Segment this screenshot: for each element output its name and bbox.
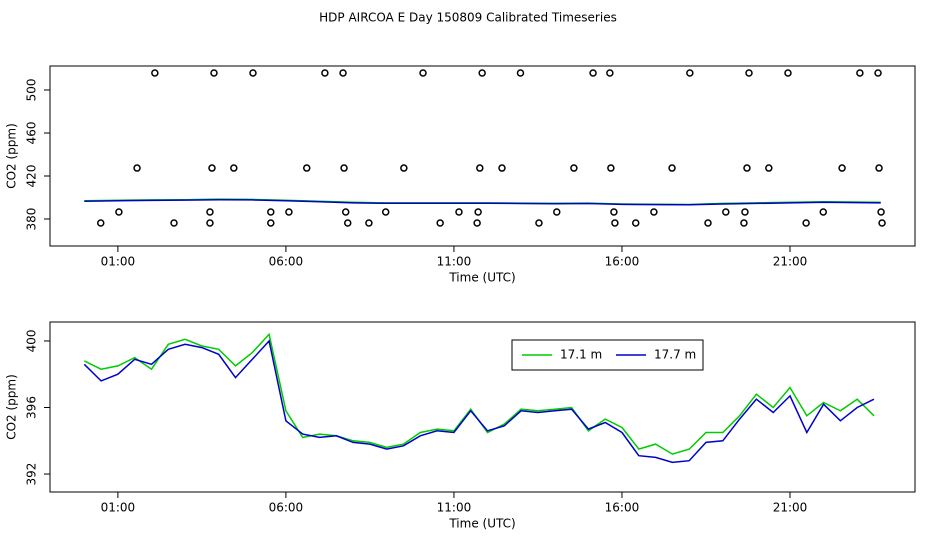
calibration-point (474, 208, 482, 216)
calibration-point (473, 219, 481, 227)
x-tick-label: 11:00 (437, 255, 472, 269)
calibration-point (650, 208, 658, 216)
calibration-point (745, 69, 753, 77)
calibration-point (208, 164, 216, 172)
calibration-point (321, 69, 329, 77)
plot-box (49, 65, 916, 247)
calibration-point (249, 69, 257, 77)
y-tick-label: 460 (25, 122, 39, 145)
y-tick-label: 380 (25, 208, 39, 231)
calibration-point (133, 164, 141, 172)
x-tick-label: 11:00 (437, 501, 472, 515)
calibration-point (400, 164, 408, 172)
line-series (83, 332, 875, 455)
x-tick-label: 01:00 (101, 255, 136, 269)
calibration-point (740, 219, 748, 227)
legend-box (511, 339, 704, 371)
calibration-point (381, 208, 390, 216)
calibration-point (206, 219, 214, 227)
y-tick-label: 392 (25, 463, 39, 486)
y-axis-label: CO2 (ppm) (5, 123, 19, 189)
calibration-point (210, 69, 218, 77)
x-axis-label: Time (UTC) (448, 271, 515, 285)
calibration-point (341, 208, 350, 216)
line-series (83, 339, 875, 464)
calibration-point (606, 69, 614, 77)
calibration-point (784, 69, 792, 77)
legend-label: 17.1 m (560, 348, 602, 362)
calibration-point (476, 164, 484, 172)
calibration-point (838, 164, 846, 172)
calibration-point (686, 69, 694, 77)
y-tick-label: 400 (25, 330, 39, 353)
calibration-point (611, 219, 619, 227)
x-axis-label: Time (UTC) (448, 517, 515, 531)
calibration-point (553, 208, 561, 216)
chart-title: HDP AIRCOA E Day 150809 Calibrated Times… (319, 11, 617, 25)
calibration-point (285, 208, 293, 216)
calibration-point (151, 69, 159, 77)
y-tick-label: 500 (25, 79, 39, 102)
calibration-point (765, 164, 773, 172)
calibration-point (819, 208, 828, 216)
calibration-point (875, 164, 883, 172)
calibration-point (668, 164, 676, 172)
calibration-point (607, 164, 615, 172)
calibration-point (874, 69, 882, 77)
calibration-point (343, 219, 352, 227)
x-tick-label: 06:00 (269, 501, 304, 515)
x-tick-label: 16:00 (605, 501, 640, 515)
line-series (84, 198, 881, 206)
calibration-point (206, 208, 214, 216)
calibration-point (802, 219, 810, 227)
calibration-point (877, 208, 885, 216)
calibration-point (856, 69, 864, 77)
calibration-point (498, 164, 506, 172)
calibration-point (230, 164, 238, 172)
x-tick-label: 16:00 (605, 255, 640, 269)
calibration-point (96, 219, 105, 227)
calibration-point (516, 69, 525, 77)
y-tick-label: 396 (25, 396, 39, 419)
calibration-point (267, 208, 275, 216)
calibration-point (339, 69, 347, 77)
calibration-point (570, 164, 578, 172)
x-tick-label: 21:00 (773, 255, 808, 269)
calibration-point (170, 219, 178, 227)
legend-label: 17.7 m (654, 348, 696, 362)
calibration-point (589, 69, 597, 77)
x-tick-label: 06:00 (269, 255, 304, 269)
y-tick-label: 420 (25, 165, 39, 188)
calibration-point (478, 69, 486, 77)
y-axis-label: CO2 (ppm) (5, 374, 19, 440)
calibration-point (743, 164, 751, 172)
x-tick-label: 01:00 (101, 501, 136, 515)
calibration-point (340, 164, 348, 172)
calibration-point (722, 208, 730, 216)
calibration-point (365, 219, 373, 227)
x-tick-label: 21:00 (773, 501, 808, 515)
calibration-point (115, 208, 123, 216)
calibration-point (610, 208, 618, 216)
calibration-point (419, 69, 427, 77)
calibration-point (878, 219, 886, 227)
calibration-point (741, 208, 749, 216)
calibration-point (631, 219, 640, 227)
plot-box (49, 321, 916, 493)
calibration-point (267, 219, 275, 227)
calibration-point (535, 219, 543, 227)
calibration-point (302, 164, 311, 172)
calibration-point (455, 208, 463, 216)
calibration-point (436, 219, 444, 227)
calibration-point (704, 219, 712, 227)
